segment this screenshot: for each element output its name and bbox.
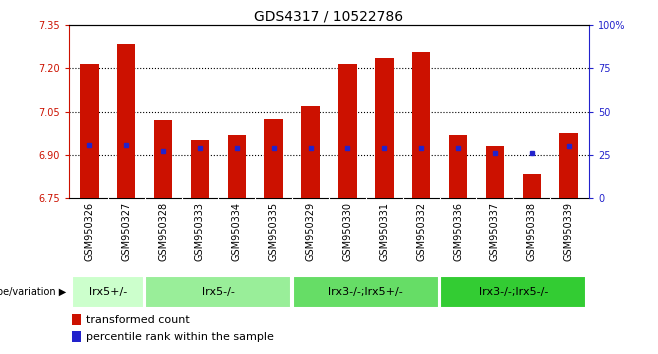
FancyBboxPatch shape [440,276,586,308]
Text: GSM950339: GSM950339 [564,202,574,261]
Bar [301,106,320,198]
FancyBboxPatch shape [293,276,439,308]
Bar [228,135,246,198]
Text: GSM950328: GSM950328 [158,202,168,261]
Text: transformed count: transformed count [86,315,190,325]
Text: GSM950333: GSM950333 [195,202,205,261]
Text: lrx3-/-;lrx5+/-: lrx3-/-;lrx5+/- [328,287,403,297]
Bar [338,64,357,198]
Text: GSM950336: GSM950336 [453,202,463,261]
Text: GSM950327: GSM950327 [121,202,131,261]
FancyBboxPatch shape [72,276,144,308]
Bar [72,314,80,325]
Bar [191,141,209,198]
Text: lrx3-/-;lrx5-/-: lrx3-/-;lrx5-/- [478,287,548,297]
Bar [154,120,172,198]
Bar [486,146,504,198]
Bar [117,44,136,198]
Text: GSM950337: GSM950337 [490,202,500,261]
Text: GSM950335: GSM950335 [268,202,279,261]
Text: GSM950331: GSM950331 [379,202,390,261]
Text: GSM950326: GSM950326 [84,202,94,261]
Bar [449,135,467,198]
Text: percentile rank within the sample: percentile rank within the sample [86,332,274,342]
Text: lrx5+/-: lrx5+/- [89,287,127,297]
FancyBboxPatch shape [145,276,291,308]
Text: genotype/variation ▶: genotype/variation ▶ [0,287,66,297]
Text: GSM950329: GSM950329 [305,202,316,261]
Text: GSM950330: GSM950330 [342,202,353,261]
Text: GSM950334: GSM950334 [232,202,242,261]
Bar [265,119,283,198]
Text: GSM950332: GSM950332 [416,202,426,261]
Text: lrx5-/-: lrx5-/- [202,287,235,297]
Bar [522,174,541,198]
Bar [72,331,80,342]
Text: GSM950338: GSM950338 [527,202,537,261]
Title: GDS4317 / 10522786: GDS4317 / 10522786 [255,10,403,24]
Bar [412,52,430,198]
Bar [375,58,393,198]
Bar [80,64,99,198]
Bar [559,133,578,198]
